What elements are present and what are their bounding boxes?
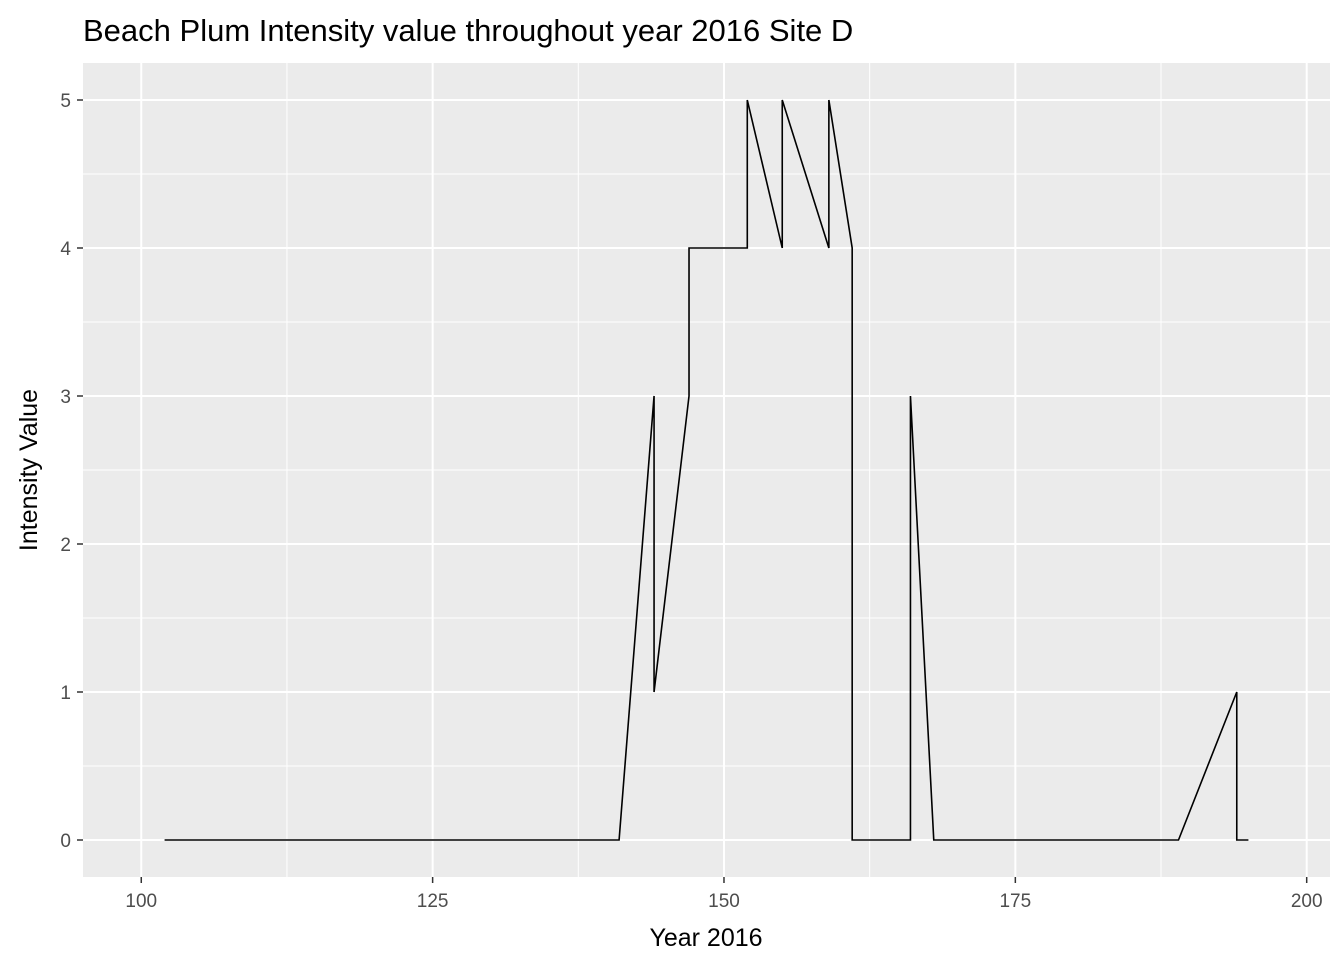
x-tick-label: 100 [125,891,157,912]
x-tick-label: 150 [708,891,740,912]
major-gridlines [83,63,1330,877]
x-tick-label: 175 [999,891,1031,912]
minor-gridlines [83,63,1330,877]
y-tick-label: 5 [60,91,71,112]
y-tick-label: 4 [60,239,71,260]
chart-title: Beach Plum Intensity value throughout ye… [83,13,853,48]
y-axis-title: Intensity Value [15,389,43,551]
y-tick-label: 2 [60,535,71,556]
y-tick-label: 0 [60,831,71,852]
y-tick-label: 3 [60,387,71,408]
y-tick-label: 1 [60,683,71,704]
x-tick-label: 125 [417,891,449,912]
x-axis-ticks: 100 125 150 175 200 [125,877,1323,912]
series-line [164,99,1249,841]
y-axis-ticks: 0 1 2 3 4 5 [60,91,83,852]
x-axis-title: Year 2016 [649,924,762,952]
x-tick-label: 200 [1291,891,1323,912]
